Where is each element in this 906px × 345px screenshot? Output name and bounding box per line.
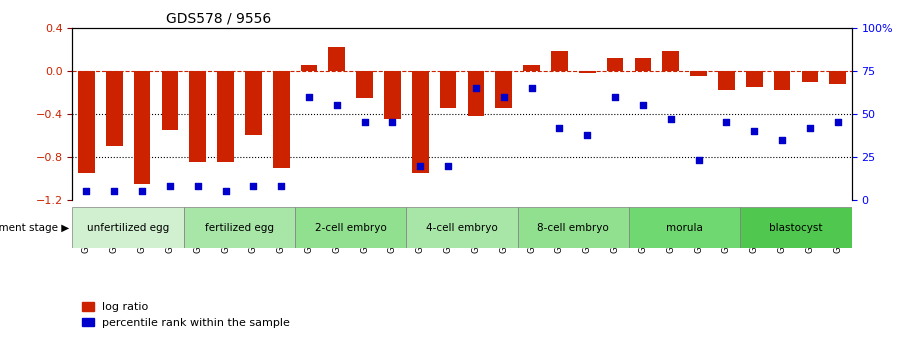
- Point: [246, 184, 261, 189]
- Bar: [662, 51, 680, 71]
- Point: [663, 116, 678, 122]
- Point: [831, 120, 845, 125]
- Bar: [607, 58, 623, 71]
- FancyBboxPatch shape: [517, 207, 629, 248]
- FancyBboxPatch shape: [407, 207, 517, 248]
- Bar: [439, 71, 457, 108]
- Point: [552, 125, 567, 130]
- Text: blastocyst: blastocyst: [769, 223, 823, 233]
- Bar: [718, 71, 735, 90]
- Bar: [774, 71, 790, 90]
- Point: [357, 120, 371, 125]
- Text: morula: morula: [666, 223, 703, 233]
- Text: development stage ▶: development stage ▶: [0, 223, 69, 233]
- Point: [330, 102, 344, 108]
- FancyBboxPatch shape: [740, 207, 852, 248]
- Bar: [467, 71, 485, 116]
- Point: [580, 132, 594, 137]
- Bar: [329, 47, 345, 71]
- Text: fertilized egg: fertilized egg: [205, 223, 274, 233]
- Point: [747, 128, 761, 134]
- Bar: [690, 71, 707, 76]
- Bar: [829, 71, 846, 84]
- Point: [496, 94, 511, 99]
- Bar: [134, 71, 150, 184]
- FancyBboxPatch shape: [184, 207, 295, 248]
- Point: [691, 158, 706, 163]
- Point: [608, 94, 622, 99]
- Point: [636, 102, 651, 108]
- Bar: [161, 71, 178, 130]
- Bar: [217, 71, 234, 162]
- Bar: [189, 71, 206, 162]
- Point: [135, 189, 149, 194]
- Bar: [634, 58, 651, 71]
- Bar: [524, 65, 540, 71]
- FancyBboxPatch shape: [72, 207, 184, 248]
- Point: [803, 125, 817, 130]
- Point: [775, 137, 789, 142]
- Point: [719, 120, 734, 125]
- Legend: log ratio, percentile rank within the sample: log ratio, percentile rank within the sa…: [78, 298, 294, 333]
- Bar: [78, 71, 95, 173]
- Point: [385, 120, 400, 125]
- Point: [190, 184, 205, 189]
- Point: [525, 85, 539, 91]
- Text: 2-cell embryo: 2-cell embryo: [315, 223, 387, 233]
- Bar: [579, 71, 595, 73]
- Point: [302, 94, 316, 99]
- Bar: [412, 71, 429, 173]
- FancyBboxPatch shape: [629, 207, 740, 248]
- Bar: [273, 71, 290, 168]
- Bar: [301, 65, 317, 71]
- Point: [163, 184, 178, 189]
- Bar: [106, 71, 122, 146]
- Bar: [551, 51, 568, 71]
- Point: [274, 184, 288, 189]
- Bar: [802, 71, 818, 81]
- Bar: [245, 71, 262, 136]
- Text: GDS578 / 9556: GDS578 / 9556: [166, 11, 271, 25]
- Text: 4-cell embryo: 4-cell embryo: [426, 223, 498, 233]
- FancyBboxPatch shape: [295, 207, 407, 248]
- Bar: [746, 71, 763, 87]
- Point: [107, 189, 121, 194]
- Bar: [356, 71, 373, 98]
- Point: [79, 189, 93, 194]
- Bar: [384, 71, 400, 119]
- Point: [441, 163, 456, 168]
- Text: 8-cell embryo: 8-cell embryo: [537, 223, 609, 233]
- Point: [218, 189, 233, 194]
- Point: [413, 163, 428, 168]
- Text: unfertilized egg: unfertilized egg: [87, 223, 169, 233]
- Point: [468, 85, 483, 91]
- Bar: [496, 71, 512, 108]
